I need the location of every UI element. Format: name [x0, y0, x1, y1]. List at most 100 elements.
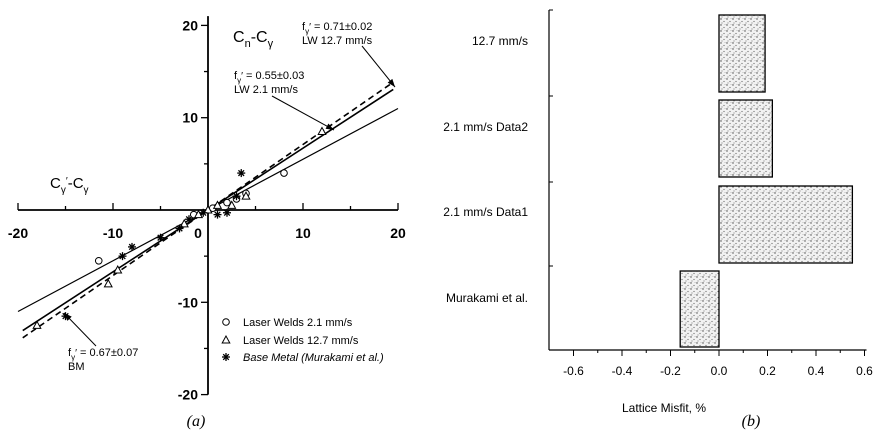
arrow-lw-12-7-head [387, 78, 395, 87]
x-tick-label: 0 [194, 225, 202, 241]
circle-marker [223, 198, 231, 207]
panel-a-axes: -20 -10 0 10 20 20 10 -10 -20 [8, 16, 406, 403]
category-label: 2.1 mm/s Data1 [443, 205, 528, 219]
asterisk-marker [185, 215, 193, 224]
x-tick-label: 0.6 [856, 364, 873, 378]
xlabel-prime: ′ [66, 176, 68, 187]
panel-a-legend: Laser Welds 2.1 mm/s Laser Welds 12.7 mm/… [221, 317, 384, 364]
y-tick-label: -10 [178, 294, 198, 310]
asterisk-stroke [128, 243, 136, 251]
triangle-marker [221, 334, 231, 344]
fit-annotation-source: LW 2.1 mm/s [234, 84, 298, 96]
y-tick-label: 10 [182, 110, 198, 126]
legend-entry-0: Laser Welds 2.1 mm/s [243, 317, 353, 329]
asterisk-marker [156, 233, 165, 242]
annot-prime: ′ [241, 71, 243, 82]
asterisk-marker [232, 192, 241, 201]
triangle-marker [203, 204, 213, 214]
circle-marker [94, 256, 103, 265]
asterisk-marker [199, 208, 208, 217]
asterisk-marker [175, 224, 184, 233]
triangle-marker [212, 200, 223, 209]
annot-sub: γ [305, 27, 309, 36]
asterisk-stroke [233, 192, 240, 200]
arrow-lw-2-1-head [325, 123, 334, 130]
triangle-marker [317, 126, 327, 136]
category-label: Murakami et al. [446, 291, 528, 305]
asterisk-stroke [185, 215, 193, 223]
x-tick-label: 0.2 [759, 364, 776, 378]
y-axis-label: Cn-Cγ [233, 29, 274, 50]
bar [718, 99, 773, 178]
legend-label: Laser Welds 12.7 mm/s [243, 335, 359, 347]
panel-b-axes: -0.6 -0.4 -0.2 0.0 0.2 0.4 0.6 [548, 9, 873, 378]
circle-marker [280, 169, 288, 177]
annot-symbol: f [302, 21, 306, 33]
panel-a-data-points [32, 126, 327, 329]
asterisk-marker [213, 210, 222, 219]
panel-b-bar-chart: -0.6 -0.4 -0.2 0.0 0.2 0.4 0.6 12.7 mm/s 2.1 mm… [443, 9, 873, 430]
x-tick-label: -0.6 [563, 364, 584, 378]
annot-symbol: f [234, 70, 238, 82]
fit-annotation-1: fγ′ = 0.55±0.03 [234, 70, 304, 85]
annot-value: = 0.55±0.03 [243, 70, 304, 82]
fit-annotation-2: fγ′ = 0.67±0.07 [68, 347, 138, 362]
triangle-marker [113, 264, 123, 274]
fit-annotation-source: LW 12.7 mm/s [302, 35, 373, 47]
annot-sub: γ [237, 76, 241, 85]
legend-entry-2: Base Metal (Murakami et al.) [243, 352, 384, 364]
triangle-marker [193, 209, 204, 219]
legend-label: Laser Welds 2.1 mm/s [243, 317, 353, 329]
triangle-marker [227, 200, 237, 209]
legend-entry-1: Laser Welds 12.7 mm/s [243, 335, 359, 347]
series-triangle [32, 126, 327, 329]
annot-sub: γ [71, 353, 75, 362]
asterisk-stroke [214, 211, 221, 218]
x-tick-label: -20 [8, 225, 28, 241]
bar [718, 185, 854, 264]
annot-value: = 0.67±0.07 [77, 347, 138, 359]
x-tick-label: -0.4 [612, 364, 633, 378]
x-axis-title: Lattice Misfit, % [622, 401, 706, 415]
legend-label-suffix: (Murakami et al.) [298, 352, 384, 364]
xlabel-c: C [50, 175, 61, 192]
asterisk-marker [223, 208, 231, 217]
xlabel-sub-gamma: γ [61, 185, 66, 196]
series-asterisk [61, 169, 246, 321]
x-tick-label: 0.0 [711, 364, 728, 378]
asterisk-stroke [222, 353, 230, 361]
asterisk-marker [118, 252, 127, 261]
triangle-marker [179, 218, 189, 228]
arrow-lw-12-7 [361, 45, 396, 88]
asterisk-stroke [237, 169, 245, 177]
bar [679, 270, 720, 348]
fit-annotation-source: BM [68, 361, 85, 373]
triangle-marker [103, 278, 113, 288]
bar [718, 14, 766, 93]
triangle-marker [241, 191, 251, 200]
asterisk-stroke [223, 209, 231, 217]
asterisk-stroke [119, 252, 126, 260]
panel-b-bars [679, 14, 854, 348]
panel-b-labels: 12.7 mm/s 2.1 mm/s Data2 2.1 mm/s Data1 Mur… [443, 34, 760, 430]
y-tick-label: -20 [178, 387, 198, 403]
category-label: 12.7 mm/s [472, 34, 528, 48]
x-tick-label: -10 [103, 225, 123, 241]
annot-value: = 0.71±0.02 [311, 21, 372, 33]
legend-label: Base Metal [243, 352, 299, 364]
asterisk-stroke [176, 225, 183, 232]
x-tick-label: 0.4 [808, 364, 825, 378]
asterisk-stroke [199, 209, 207, 217]
ylabel-sub-n: n [245, 38, 251, 50]
ylabel-minus-c: -C [251, 29, 268, 46]
asterisk-marker [128, 242, 136, 251]
panel-b-caption: (b) [742, 413, 761, 430]
triangle-marker [32, 320, 42, 329]
annot-prime: ′ [75, 348, 77, 359]
arrow-bm-head [64, 313, 72, 321]
x-tick-label: 10 [295, 225, 311, 241]
asterisk-marker [237, 169, 246, 178]
